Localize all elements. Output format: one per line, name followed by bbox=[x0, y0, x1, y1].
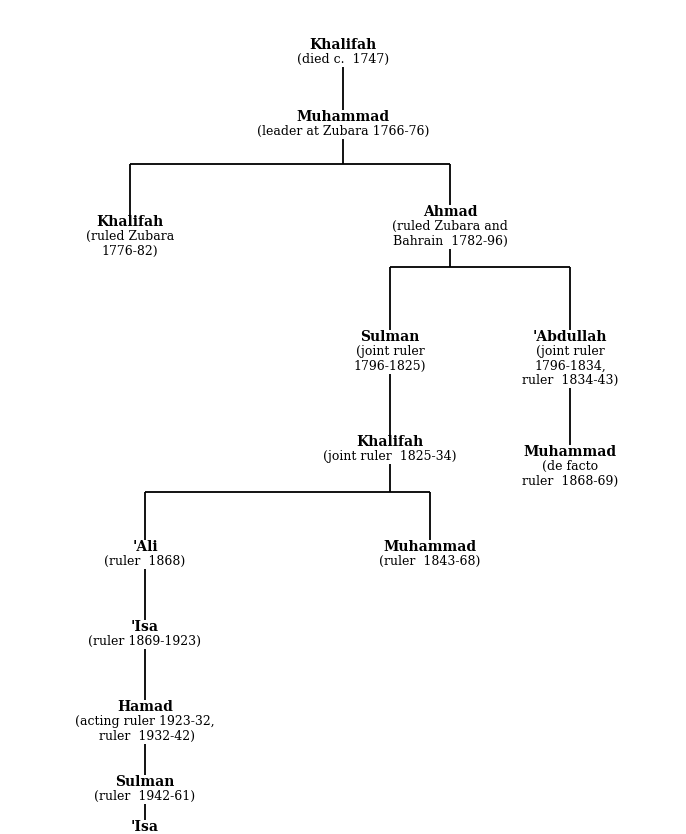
Text: (died c.  1747): (died c. 1747) bbox=[297, 53, 389, 66]
Text: (ruled Zubara: (ruled Zubara bbox=[86, 230, 174, 244]
Text: (joint ruler: (joint ruler bbox=[536, 345, 604, 359]
Text: ruler  1868-69): ruler 1868-69) bbox=[522, 475, 618, 488]
Text: (ruler  1868): (ruler 1868) bbox=[104, 555, 186, 568]
Text: (joint ruler  1825-34): (joint ruler 1825-34) bbox=[323, 450, 457, 463]
Text: Muhammad: Muhammad bbox=[296, 110, 390, 124]
Text: 'Isa: 'Isa bbox=[131, 821, 159, 834]
Text: (ruler 1869-1923): (ruler 1869-1923) bbox=[88, 636, 202, 648]
Text: 1776-82): 1776-82) bbox=[102, 244, 158, 258]
Text: Sulman: Sulman bbox=[360, 330, 420, 344]
Text: 1796-1834,: 1796-1834, bbox=[534, 359, 606, 373]
Text: (ruler  1843-68): (ruler 1843-68) bbox=[379, 555, 481, 568]
Text: (leader at Zubara 1766-76): (leader at Zubara 1766-76) bbox=[257, 125, 429, 138]
Text: Sulman: Sulman bbox=[115, 776, 175, 789]
Text: ruler  1932-42): ruler 1932-42) bbox=[95, 730, 195, 743]
Text: (ruled Zubara and: (ruled Zubara and bbox=[392, 220, 508, 234]
Text: Muhammad: Muhammad bbox=[523, 445, 617, 460]
Text: Bahrain  1782-96): Bahrain 1782-96) bbox=[392, 234, 508, 248]
Text: (de facto: (de facto bbox=[542, 460, 598, 473]
Text: Khalifah: Khalifah bbox=[309, 38, 377, 53]
Text: 'Ali: 'Ali bbox=[132, 540, 158, 555]
Text: Khalifah: Khalifah bbox=[356, 435, 424, 450]
Text: 1796-1825): 1796-1825) bbox=[354, 359, 426, 373]
Text: (acting ruler 1923-32,: (acting ruler 1923-32, bbox=[75, 716, 215, 728]
Text: 'Abdullah: 'Abdullah bbox=[533, 330, 607, 344]
Text: Khalifah: Khalifah bbox=[96, 215, 164, 229]
Text: Muhammad: Muhammad bbox=[383, 540, 477, 555]
Text: (ruler  1942-61): (ruler 1942-61) bbox=[95, 791, 196, 803]
Text: Hamad: Hamad bbox=[117, 701, 173, 714]
Text: (joint ruler: (joint ruler bbox=[355, 345, 425, 359]
Text: ruler  1834-43): ruler 1834-43) bbox=[522, 374, 618, 387]
Text: 'Isa: 'Isa bbox=[131, 620, 159, 634]
Text: Ahmad: Ahmad bbox=[423, 205, 477, 219]
